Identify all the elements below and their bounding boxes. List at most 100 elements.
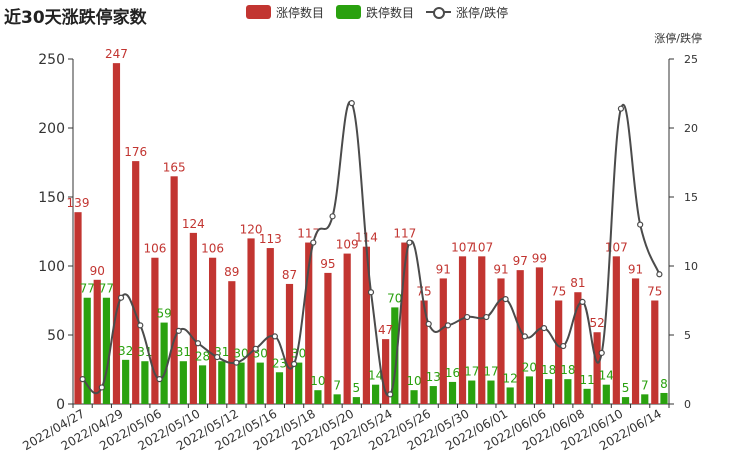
ratio-point — [310, 239, 317, 246]
bar-limit-down — [487, 380, 495, 404]
bar-label-limit-up: 124 — [182, 217, 205, 231]
legend-swatch-line — [426, 5, 452, 19]
bar-limit-up — [555, 300, 563, 404]
bar-label-limit-down: 7 — [333, 378, 341, 392]
bar-limit-down — [372, 384, 380, 404]
bar-label-limit-down: 17 — [483, 365, 498, 379]
legend-swatch-red — [246, 5, 271, 19]
bar-limit-up — [324, 272, 332, 404]
bar-label-limit-down: 23 — [272, 356, 287, 370]
bar-limit-up — [439, 278, 447, 404]
ratio-point — [387, 391, 394, 398]
bar-limit-up — [382, 339, 390, 404]
bar-limit-down — [429, 386, 437, 404]
bar-limit-down — [314, 390, 322, 404]
right-tick-label: 15 — [684, 191, 698, 204]
ratio-point — [579, 298, 586, 305]
bar-limit-up — [305, 242, 313, 404]
bar-label-limit-down: 30 — [233, 347, 248, 361]
bar-limit-up — [151, 257, 159, 404]
bar-label-limit-down: 20 — [522, 360, 537, 374]
right-tick-label: 10 — [684, 260, 698, 273]
bar-limit-up — [93, 279, 101, 404]
left-tick-label: 50 — [47, 328, 65, 344]
bar-limit-up — [247, 238, 255, 404]
bar-label-limit-up: 247 — [105, 47, 128, 61]
bar-label-limit-down: 5 — [353, 381, 361, 395]
bar-limit-up — [478, 256, 486, 404]
left-tick-label: 200 — [38, 121, 65, 137]
bar-limit-up — [189, 232, 197, 404]
bar-limit-down — [621, 397, 630, 404]
bar-label-limit-up: 165 — [163, 160, 186, 174]
bar-label-limit-down: 30 — [291, 347, 306, 361]
bar-label-limit-up: 91 — [436, 262, 451, 276]
bar-limit-down — [545, 379, 553, 404]
bar-limit-down — [583, 388, 591, 404]
bar-limit-up — [516, 270, 524, 404]
bar-label-limit-down: 10 — [406, 374, 421, 388]
bar-label-limit-down: 18 — [541, 363, 556, 377]
bar-label-limit-up: 120 — [240, 222, 263, 236]
ratio-point — [637, 221, 644, 228]
ratio-point — [214, 353, 221, 361]
bar-label-limit-up: 47 — [378, 323, 393, 337]
bar-label-limit-up: 106 — [143, 242, 166, 256]
bar-label-limit-up: 107 — [605, 240, 628, 254]
legend-item-limit-up[interactable]: 涨停数目 — [246, 4, 324, 21]
bar-label-limit-down: 32 — [118, 344, 133, 358]
legend-item-ratio[interactable]: 涨停/跌停 — [426, 4, 508, 21]
bar-limit-down — [333, 394, 341, 404]
bar-label-limit-down: 13 — [426, 370, 441, 384]
bar-limit-up — [343, 253, 351, 404]
bar-limit-up — [228, 281, 236, 404]
bar-limit-down — [660, 392, 668, 404]
legend-label-limit-down: 跌停数目 — [366, 5, 415, 20]
bar-label-limit-up: 176 — [124, 145, 147, 159]
ratio-point — [117, 294, 125, 301]
bar-limit-down — [198, 365, 207, 404]
ratio-point — [598, 349, 605, 357]
legend-item-limit-down[interactable]: 跌停数目 — [336, 4, 414, 21]
bar-label-limit-up: 91 — [493, 262, 508, 276]
ratio-point — [560, 342, 567, 350]
bar-limit-up — [631, 278, 640, 404]
bar-label-limit-down: 14 — [599, 369, 614, 383]
bar-label-limit-down: 5 — [622, 381, 630, 395]
ratio-point — [137, 322, 144, 329]
legend: 涨停数目 跌停数目 涨停/跌停 — [246, 4, 520, 20]
bar-label-limit-down: 59 — [156, 307, 171, 321]
ratio-point — [329, 213, 336, 220]
bar-label-limit-down: 14 — [368, 369, 383, 383]
ratio-point — [252, 345, 259, 352]
bar-label-limit-down: 11 — [579, 373, 594, 387]
ratio-point — [444, 322, 452, 329]
bar-limit-up — [612, 256, 620, 404]
right-tick-label: 20 — [684, 122, 698, 135]
bar-limit-up — [285, 283, 294, 404]
right-tick-label: 25 — [684, 53, 698, 66]
ratio-point — [483, 313, 490, 321]
bar-limit-up — [132, 161, 140, 404]
bar-label-limit-up: 75 — [551, 285, 566, 299]
bar-limit-down — [102, 297, 111, 404]
bar-label-limit-up: 107 — [451, 240, 474, 254]
right-tick-label: 5 — [684, 329, 691, 342]
legend-label-limit-up: 涨停数目 — [276, 5, 325, 20]
bar-limit-down — [641, 394, 649, 404]
bar-limit-down — [525, 376, 534, 404]
ratio-point — [175, 327, 182, 334]
bar-limit-up — [170, 176, 178, 404]
bar-label-limit-up: 117 — [393, 227, 416, 241]
bar-label-limit-up: 113 — [259, 232, 282, 246]
bar-limit-down — [122, 359, 130, 404]
chart-title: 近30天涨跌停家数 — [4, 8, 147, 28]
bar-limit-up — [266, 248, 274, 404]
ratio-point — [656, 271, 663, 278]
bar-limit-up — [208, 257, 217, 404]
bar-limit-down — [602, 384, 610, 404]
ratio-point — [348, 100, 355, 107]
bar-label-limit-down: 70 — [387, 291, 402, 305]
bar-label-limit-down: 8 — [660, 377, 668, 391]
